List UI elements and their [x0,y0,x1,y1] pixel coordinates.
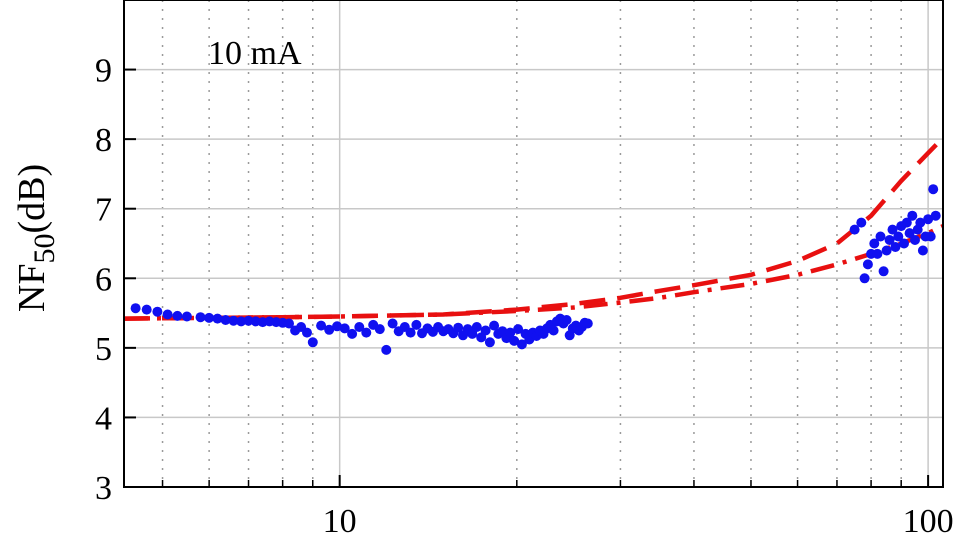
data-point [505,327,516,338]
data-point [480,325,491,336]
model-curves [123,136,945,321]
data-point [910,235,920,245]
data-point [887,224,898,235]
y-tick-label: 8 [95,122,112,159]
data-point [339,323,350,334]
data-point [928,184,939,195]
data-point [307,337,318,348]
data-point [204,312,215,323]
data-point [881,245,892,256]
data-point [162,309,173,320]
y-tick-label: 9 [95,53,112,90]
y-tick-label: 4 [95,400,112,437]
data-point [856,217,867,228]
y-axis-label-subscript: 50 [28,234,61,264]
data-point [220,315,231,325]
data-point [890,242,901,252]
data-point [878,266,889,277]
data-point [930,210,941,221]
y-tick-label: 6 [95,261,112,298]
data-point [284,318,294,329]
data-point [901,217,912,228]
data-point [141,304,152,315]
data-point [917,245,928,256]
data-point [513,324,524,335]
current-annotation: 10 mA [208,35,302,72]
svg-text:NF50(dB): NF50(dB) [11,164,61,312]
data-point [915,217,926,228]
data-point [347,328,358,339]
data-point [316,320,327,331]
dashdot-curve [123,224,944,321]
data-point [387,318,398,329]
data-point [471,322,482,332]
data-point [405,327,416,338]
data-point [172,310,183,321]
plot-frame [123,0,944,488]
data-point [582,318,593,329]
data-point [884,235,895,245]
data-point [354,322,365,332]
axis-ticks [124,68,930,488]
data-point [453,322,464,333]
data-point [849,224,860,235]
y-tick-label: 3 [95,470,112,507]
tick-labels: 10 100 3 4 5 6 7 8 9 [95,53,954,540]
data-point [516,339,527,350]
data-point [907,210,918,221]
y-tick-label: 5 [95,331,112,368]
data-point [509,335,520,346]
data-point [904,228,915,239]
data-point [548,325,559,336]
data-point [130,303,141,314]
data-point [923,214,934,225]
data-point [893,231,904,242]
data-point [489,320,500,331]
data-point [181,311,192,322]
data-point [324,324,335,335]
data-point [484,337,495,348]
data-point [381,344,392,355]
y-tick-label: 7 [95,192,112,229]
data-point [228,315,239,326]
data-point [561,315,572,325]
x-tick-label: 10 [323,503,357,540]
data-point [332,321,343,332]
data-point [862,259,873,270]
measured-points [130,184,941,355]
y-axis-label: NF50(dB) [11,164,61,312]
data-point [875,231,886,242]
x-tick-label: 100 [903,503,954,540]
grid [124,0,943,488]
data-point [899,238,909,249]
data-point [411,319,422,330]
y-axis-label-main: NF [11,264,53,313]
data-point [302,327,312,338]
data-point [869,238,880,249]
data-point [361,327,372,338]
data-point [212,313,223,324]
data-point [374,324,385,335]
data-point [195,312,206,323]
data-point [925,231,936,242]
data-point [236,316,247,327]
dashed-curve [123,136,945,321]
data-point [243,315,254,326]
data-point [872,248,883,259]
data-point [859,273,870,284]
y-axis-label-unit: (dB) [11,164,53,234]
data-point [152,306,163,317]
